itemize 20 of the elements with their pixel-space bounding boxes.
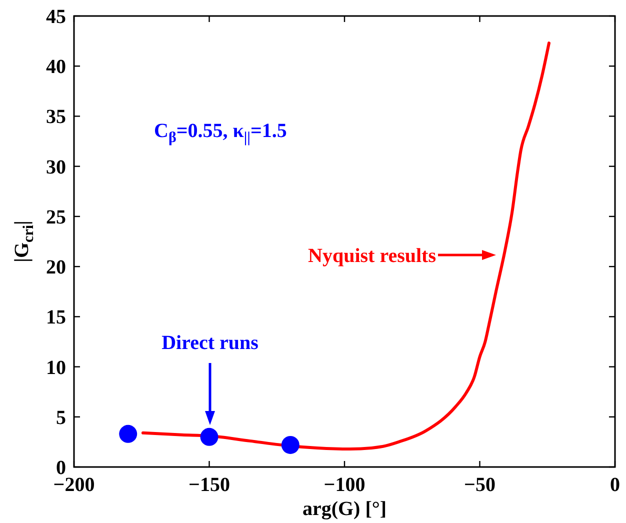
y-tick-label: 10 [46,356,66,379]
y-tick-label: 15 [46,306,66,329]
annotation: Nyquist results [308,245,436,267]
x-tick-label: −50 [464,474,496,496]
point [119,424,138,443]
y-tick-label: 30 [46,156,66,178]
point [200,428,218,446]
y-tick-label: 35 [46,106,66,128]
y-tick-label: 5 [56,406,66,429]
y-tick-label: 25 [46,206,66,228]
x-tick-label: −150 [188,474,230,496]
y-tick-label: 40 [46,56,66,78]
annotation: Direct runs [162,332,259,354]
y-tick-label: 45 [46,6,66,28]
y-tick-label: 20 [46,256,66,279]
x-tick-label: −100 [324,474,366,496]
x-axis-title: arg(G) [°] [302,498,387,520]
x-tick-label: 0 [610,474,620,496]
annotation: C$_{β}$=0.55, κ$_{||}$=1.5 [154,120,287,146]
point [281,436,300,454]
